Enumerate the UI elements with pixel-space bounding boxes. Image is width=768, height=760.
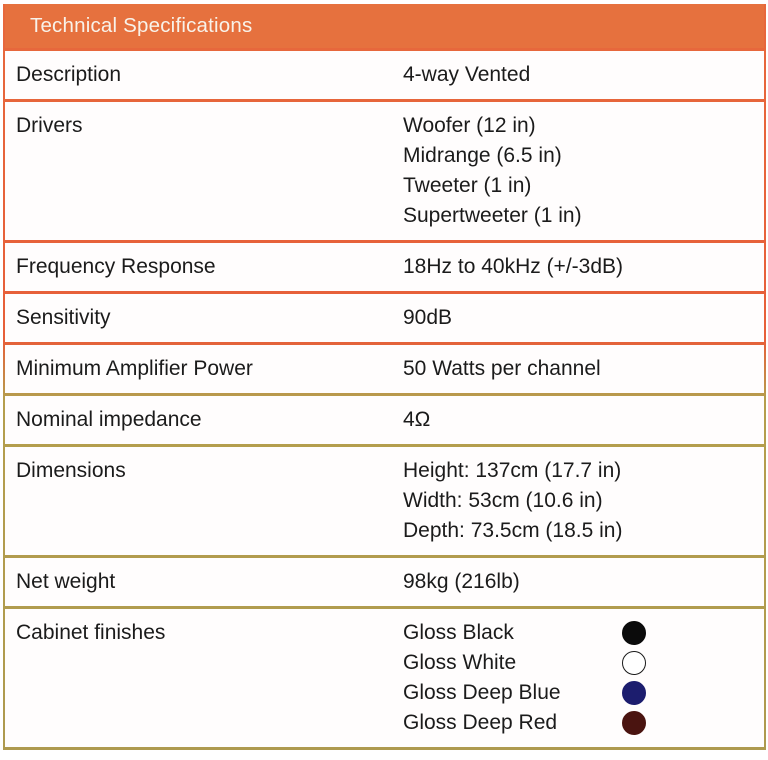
table-row-dimensions: Dimensions Height: 137cm (17.7 in) Width… (5, 447, 764, 555)
row-value: 90dB (403, 294, 764, 342)
row-value: Height: 137cm (17.7 in) Width: 53cm (10.… (403, 447, 764, 555)
row-label: Drivers (16, 114, 83, 137)
row-label: Minimum Amplifier Power (16, 357, 253, 380)
row-value: 98kg (216lb) (403, 558, 764, 606)
value-line: Tweeter (1 in) (403, 174, 532, 197)
finish-name: Gloss Deep Red (403, 711, 558, 734)
value-line: 4Ω (403, 408, 431, 431)
finish-option: Gloss White (403, 648, 756, 678)
finish-name: Gloss Deep Blue (403, 681, 561, 704)
row-label: Description (16, 63, 122, 86)
row-label: Net weight (16, 570, 116, 593)
finish-option: Gloss Deep Red (403, 708, 756, 738)
finish-name: Gloss White (403, 651, 517, 674)
value-line: Woofer (12 in) (403, 114, 536, 137)
table-row-description: Description 4-way Vented (5, 51, 764, 99)
table-header: Technical Specifications (5, 4, 764, 48)
table-title: Technical Specifications (30, 14, 253, 37)
row-value: 18Hz to 40kHz (+/-3dB) (403, 243, 764, 291)
row-label: Nominal impedance (16, 408, 202, 431)
value-line: Depth: 73.5cm (18.5 in) (403, 519, 623, 542)
table-row-frequency-response: Frequency Response 18Hz to 40kHz (+/-3dB… (5, 243, 764, 291)
table-row-net-weight: Net weight 98kg (216lb) (5, 558, 764, 606)
row-value: Gloss Black Gloss White Gloss Deep Blue … (403, 609, 764, 747)
value-line: 90dB (403, 306, 453, 329)
value-line: Width: 53cm (10.6 in) (403, 489, 603, 512)
value-line: Height: 137cm (17.7 in) (403, 459, 622, 482)
row-label: Dimensions (16, 459, 126, 482)
value-line: 50 Watts per channel (403, 357, 601, 380)
table-row-drivers: Drivers Woofer (12 in) Midrange (6.5 in)… (5, 102, 764, 240)
row-value: Woofer (12 in) Midrange (6.5 in) Tweeter… (403, 102, 764, 240)
table-row-nominal-impedance: Nominal impedance 4Ω (5, 396, 764, 444)
table-row-minimum-amplifier-power: Minimum Amplifier Power 50 Watts per cha… (5, 345, 764, 393)
row-value: 4-way Vented (403, 51, 764, 99)
finish-name: Gloss Black (403, 621, 514, 644)
color-swatch-gloss-deep-red (622, 711, 646, 735)
row-label: Frequency Response (16, 255, 216, 278)
row-label: Cabinet finishes (16, 621, 166, 644)
value-line: Midrange (6.5 in) (403, 144, 562, 167)
color-swatch-gloss-white (622, 651, 646, 675)
table-row-sensitivity: Sensitivity 90dB (5, 294, 764, 342)
value-line: Supertweeter (1 in) (403, 204, 582, 227)
finish-option: Gloss Black (403, 618, 756, 648)
row-value: 4Ω (403, 396, 764, 444)
row-value: 50 Watts per channel (403, 345, 764, 393)
technical-specifications-table: Technical Specifications Description 4-w… (3, 4, 766, 750)
value-line: 4-way Vented (403, 63, 531, 86)
color-swatch-gloss-deep-blue (622, 681, 646, 705)
value-line: 98kg (216lb) (403, 570, 520, 593)
finish-option: Gloss Deep Blue (403, 678, 756, 708)
value-line: 18Hz to 40kHz (+/-3dB) (403, 255, 624, 278)
color-swatch-gloss-black (622, 621, 646, 645)
row-label: Sensitivity (16, 306, 111, 329)
table-row-cabinet-finishes: Cabinet finishes Gloss Black Gloss White… (5, 609, 764, 747)
